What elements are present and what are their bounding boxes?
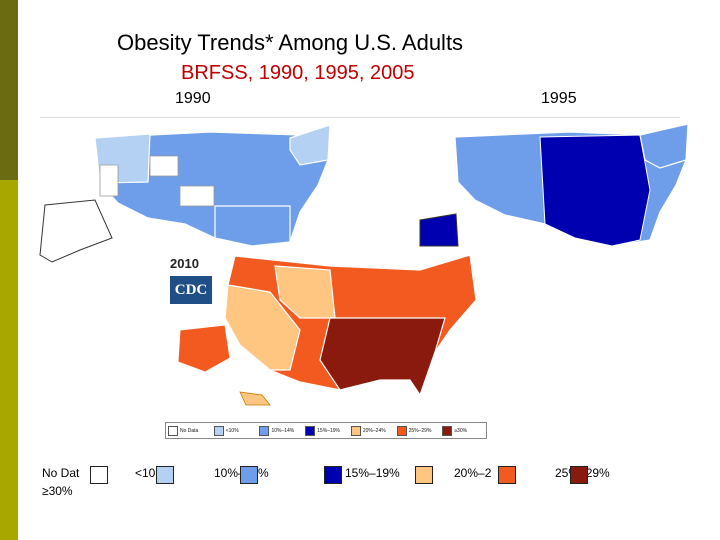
legend-lt10: <10% <box>212 423 258 438</box>
map-1995-alaska <box>419 213 459 247</box>
legend-no-data: No Data <box>166 423 212 438</box>
map-2010-mountain-light <box>274 265 336 319</box>
map-1990 <box>39 124 331 263</box>
map-1995 <box>419 123 689 247</box>
slide-title: Obesity Trends* Among U.S. Adults <box>117 30 464 55</box>
legend-25-29: 25%–29% <box>395 423 441 438</box>
legend-label: 15%–19% <box>317 427 340 434</box>
map-2010-south-dark <box>319 317 446 397</box>
map-2010-legend: No Data <10% 10%–14% 15%–19% 20%–24% 25%… <box>165 422 487 439</box>
legend-no-data-label: No Dat <box>42 466 80 480</box>
legend-label: ≥30% <box>454 427 468 434</box>
legend-ge30-label: ≥30% <box>42 484 73 498</box>
legend-label: <10% <box>225 427 239 434</box>
legend-25-29-box <box>498 466 516 484</box>
map-1995-northeast <box>639 123 689 169</box>
legend-label: 20%–24% <box>362 427 386 434</box>
divider-line <box>40 117 680 118</box>
legend-swatch <box>350 425 361 436</box>
map-1990-alaska <box>39 199 113 263</box>
legend-swatch <box>442 425 453 436</box>
map-1995-central <box>539 134 651 247</box>
legend-20-24: 20%–24% <box>349 423 395 438</box>
map-2010-year-badge: 2010 <box>170 256 199 271</box>
sidebar-accent-light <box>0 180 18 540</box>
legend-15-19-box <box>324 466 342 484</box>
legend-label: No Data <box>180 427 199 434</box>
map-1990-south <box>214 205 291 247</box>
legend-swatch <box>396 425 407 436</box>
legend-label: 25%–29% <box>408 427 432 434</box>
map-1990-nodata-block3 <box>99 164 119 197</box>
legend-20-24-label: 20%–2 <box>454 466 492 480</box>
map-2010 <box>177 254 477 406</box>
legend-swatch <box>259 425 270 436</box>
legend-swatch <box>213 425 224 436</box>
cdc-logo: CDC <box>170 276 212 304</box>
legend-10-14-box <box>240 466 258 484</box>
slide-subtitle: BRFSS, 1990, 1995, 2005 <box>181 62 415 84</box>
legend-label: 10%–14% <box>271 427 295 434</box>
map-2010-hawaii <box>239 391 271 406</box>
legend-15-19: 15%–19% <box>303 423 349 438</box>
legend-ge30-box <box>570 466 588 484</box>
legend-15-19-label: 15%–19% <box>345 466 400 480</box>
map-label-1990: 1990 <box>175 90 211 107</box>
legend-no-data-box <box>90 466 108 484</box>
legend-swatch <box>168 425 178 436</box>
legend-10-14: 10%–14% <box>257 423 303 438</box>
map-2010-west-light <box>224 284 301 371</box>
map-1990-nodata-block2 <box>179 185 215 207</box>
map-label-1995: 1995 <box>541 90 577 107</box>
legend-swatch <box>305 425 316 436</box>
sidebar-accent-dark <box>0 0 18 180</box>
map-1990-nodata-block <box>149 155 179 177</box>
legend-ge30: ≥30% <box>440 423 486 438</box>
legend-20-24-box <box>415 466 433 484</box>
map-2010-alaska <box>177 324 231 373</box>
legend-lt10-box <box>156 466 174 484</box>
map-1990-northeast <box>289 124 331 166</box>
legend-lt10-label: <10 <box>135 466 156 480</box>
